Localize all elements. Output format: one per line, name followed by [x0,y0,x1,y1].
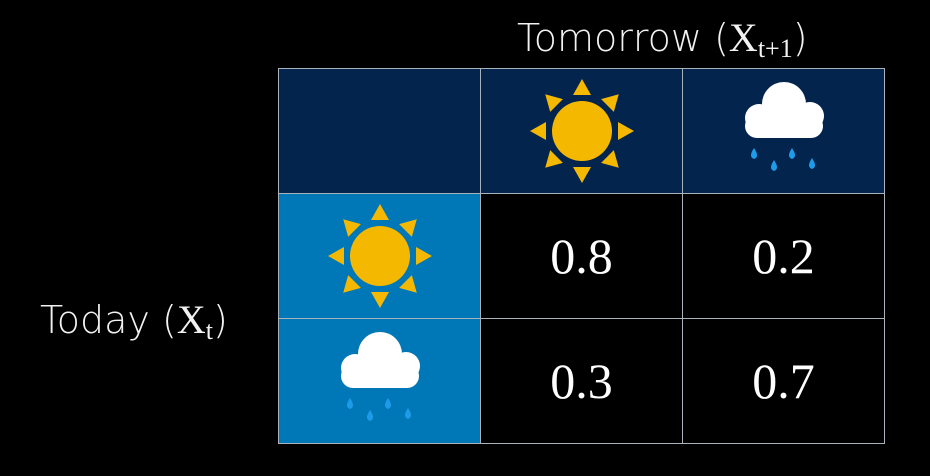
row-variable: X [176,297,206,342]
row-subscript: t [205,316,213,345]
column-variable: X [728,15,758,60]
column-close: ) [792,16,808,60]
row-axis-text: Today ( [40,298,177,342]
transition-matrix: 0.8 0.2 0.3 0.7 [278,68,885,444]
row-header-sunny [278,193,481,319]
row-header-rainy [278,318,481,444]
row-close: ) [212,298,228,342]
header-row [278,68,885,194]
column-subscript: t+1 [757,34,793,63]
matrix-cell: 0.3 [480,318,683,444]
matrix-row-rainy: 0.3 0.7 [278,318,885,444]
column-header-rainy [682,68,885,194]
matrix-cell: 0.7 [682,318,885,444]
row-axis-label: Today (Xt) [40,296,228,346]
sun-icon [529,79,634,183]
rain-cloud-icon [744,82,824,171]
column-axis-label: Tomorrow (Xt+1) [517,14,808,64]
column-axis-text: Tomorrow ( [517,16,729,60]
corner-cell [278,68,481,194]
rain-cloud-icon [340,332,420,421]
matrix-cell: 0.2 [682,193,885,319]
matrix-row-sunny: 0.8 0.2 [278,193,885,319]
sun-icon [327,204,432,308]
matrix-cell: 0.8 [480,193,683,319]
column-header-sunny [480,68,683,194]
